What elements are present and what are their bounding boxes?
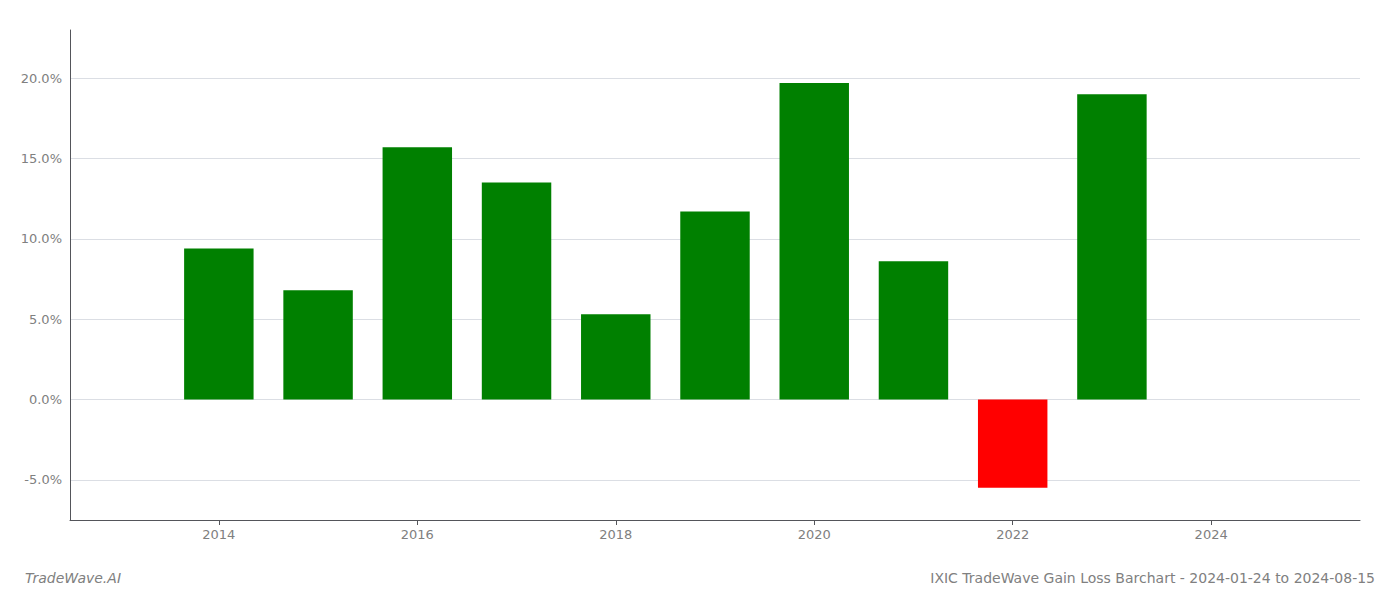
- svg-text:15.0%: 15.0%: [21, 151, 62, 166]
- svg-text:2016: 2016: [401, 527, 434, 542]
- svg-text:5.0%: 5.0%: [29, 312, 62, 327]
- svg-text:IXIC TradeWave Gain Loss Barch: IXIC TradeWave Gain Loss Barchart - 2024…: [930, 570, 1375, 586]
- svg-text:2020: 2020: [798, 527, 831, 542]
- svg-text:2018: 2018: [599, 527, 632, 542]
- svg-text:2014: 2014: [202, 527, 235, 542]
- svg-text:10.0%: 10.0%: [21, 231, 62, 246]
- svg-text:2022: 2022: [996, 527, 1029, 542]
- svg-text:2024: 2024: [1195, 527, 1228, 542]
- svg-text:-5.0%: -5.0%: [24, 472, 62, 487]
- svg-text:0.0%: 0.0%: [29, 392, 62, 407]
- svg-text:20.0%: 20.0%: [21, 71, 62, 86]
- svg-text:TradeWave.AI: TradeWave.AI: [25, 570, 121, 586]
